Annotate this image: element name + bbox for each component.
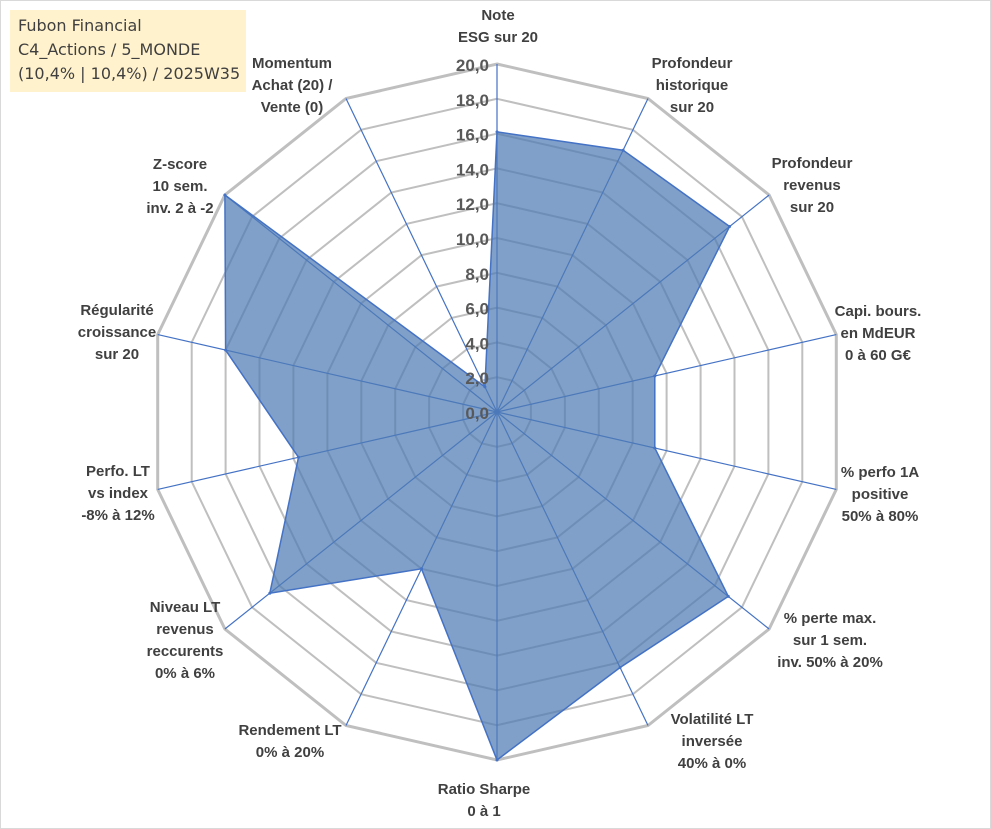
axis-labels: Note ESG sur 20 Profondeur historique sur 20… <box>78 7 922 820</box>
data-point-7 <box>495 758 499 762</box>
data-point-9 <box>268 591 272 595</box>
axis-label-1: Profondeur historique sur 20 <box>652 55 733 116</box>
title-line-company: Fubon Financial <box>18 16 142 35</box>
data-point-8 <box>420 567 423 571</box>
axis-label-4: % perfo 1A positive 50% à 80% <box>841 464 920 525</box>
tick-label-6: 12,0 <box>456 195 489 214</box>
data-point-11 <box>224 348 228 352</box>
data-point-1 <box>621 148 625 152</box>
chart-title-box: Fubon Financial C4_Actions / 5_MONDE (10… <box>10 10 246 92</box>
tick-label-4: 8,0 <box>465 265 489 284</box>
tick-label-9: 18,0 <box>456 91 489 110</box>
axis-label-7: Ratio Sharpe 0 à 1 <box>438 781 531 820</box>
title-line-portfolio: C4_Actions / 5_MONDE <box>18 40 201 59</box>
data-point-6 <box>618 666 622 669</box>
axis-label-10: Perfo. LT vs index -8% à 12% <box>81 463 154 524</box>
axis-label-11: Régularité croissance sur 20 <box>78 302 156 363</box>
axis-label-0: Note ESG sur 20 <box>458 7 538 46</box>
axis-spoke-13 <box>345 98 498 413</box>
tick-label-10: 20,0 <box>456 56 489 75</box>
axis-label-9: Niveau LT revenus reccurents 0% à 6% <box>147 599 224 682</box>
tick-label-8: 16,0 <box>456 126 489 145</box>
data-point-5 <box>726 594 730 598</box>
series-area <box>224 131 731 762</box>
data-point-3 <box>653 374 657 378</box>
tick-label-3: 6,0 <box>465 300 489 319</box>
axis-label-6: Volatilité LT inversée 40% à 0% <box>671 711 754 772</box>
title-line-weights-week: (10,4% | 10,4%) / 2025W35 <box>18 64 241 83</box>
radial-tick-labels: 0,0 2,0 4,0 6,0 8,0 10,0 12,0 14,0 16,0 18,0 20,0 <box>456 56 489 423</box>
axis-label-13: Momentum Achat (20) / Vente (0) <box>252 55 334 116</box>
radar-series <box>223 130 732 762</box>
data-point-12 <box>223 193 227 197</box>
axis-label-8: Rendement LT 0% à 20% <box>238 722 341 761</box>
data-point-2 <box>728 225 732 228</box>
tick-label-1: 2,0 <box>465 369 489 388</box>
data-point-10 <box>297 455 300 459</box>
data-point-0 <box>495 130 499 134</box>
axis-label-3: Capi. bours. en MdEUR 0 à 60 G€ <box>835 303 922 364</box>
axis-label-5: % perte max. sur 1 sem. inv. 50% à 20% <box>777 610 883 671</box>
tick-label-2: 4,0 <box>465 334 489 353</box>
tick-label-7: 14,0 <box>456 160 489 179</box>
data-point-4 <box>653 446 657 450</box>
axis-label-12: Z-score 10 sem. inv. 2 à -2 <box>146 156 213 217</box>
data-point-13 <box>483 385 487 389</box>
tick-label-0: 0,0 <box>465 404 489 423</box>
axis-label-2: Profondeur revenus sur 20 <box>772 155 853 216</box>
tick-label-5: 10,0 <box>456 230 489 249</box>
